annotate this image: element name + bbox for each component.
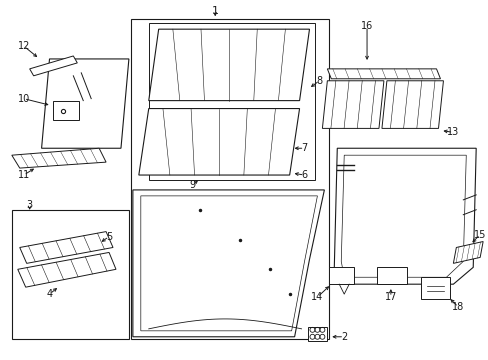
Text: 1: 1 <box>211 6 218 16</box>
Bar <box>148 23 315 180</box>
Text: 4: 4 <box>46 289 53 299</box>
Text: 18: 18 <box>451 302 464 312</box>
Text: 11: 11 <box>18 170 30 180</box>
Polygon shape <box>30 56 77 76</box>
Text: 5: 5 <box>106 231 112 242</box>
Text: 15: 15 <box>473 230 486 239</box>
Polygon shape <box>341 155 466 277</box>
Polygon shape <box>53 100 79 121</box>
Polygon shape <box>18 252 116 287</box>
Bar <box>12 210 129 339</box>
Polygon shape <box>420 277 449 299</box>
Text: 9: 9 <box>189 180 195 190</box>
Text: 10: 10 <box>18 94 30 104</box>
Text: 13: 13 <box>447 127 459 138</box>
Bar <box>131 19 328 339</box>
Polygon shape <box>381 81 443 129</box>
Text: 14: 14 <box>311 292 323 302</box>
Polygon shape <box>133 190 324 337</box>
Polygon shape <box>148 29 309 100</box>
Polygon shape <box>334 148 475 284</box>
Text: 16: 16 <box>360 21 372 31</box>
Polygon shape <box>326 69 440 79</box>
Text: 12: 12 <box>18 41 30 51</box>
Polygon shape <box>12 148 106 168</box>
Polygon shape <box>376 267 406 284</box>
Text: 3: 3 <box>26 200 33 210</box>
Polygon shape <box>20 231 113 264</box>
Polygon shape <box>141 196 317 331</box>
Polygon shape <box>139 109 299 175</box>
Polygon shape <box>322 81 383 129</box>
Polygon shape <box>328 267 353 284</box>
Text: 7: 7 <box>301 143 307 153</box>
Text: 2: 2 <box>341 332 346 342</box>
Text: 8: 8 <box>316 76 322 86</box>
Text: 6: 6 <box>301 170 307 180</box>
Text: 17: 17 <box>384 292 396 302</box>
Polygon shape <box>452 242 482 264</box>
Polygon shape <box>307 327 326 341</box>
Polygon shape <box>41 59 129 148</box>
